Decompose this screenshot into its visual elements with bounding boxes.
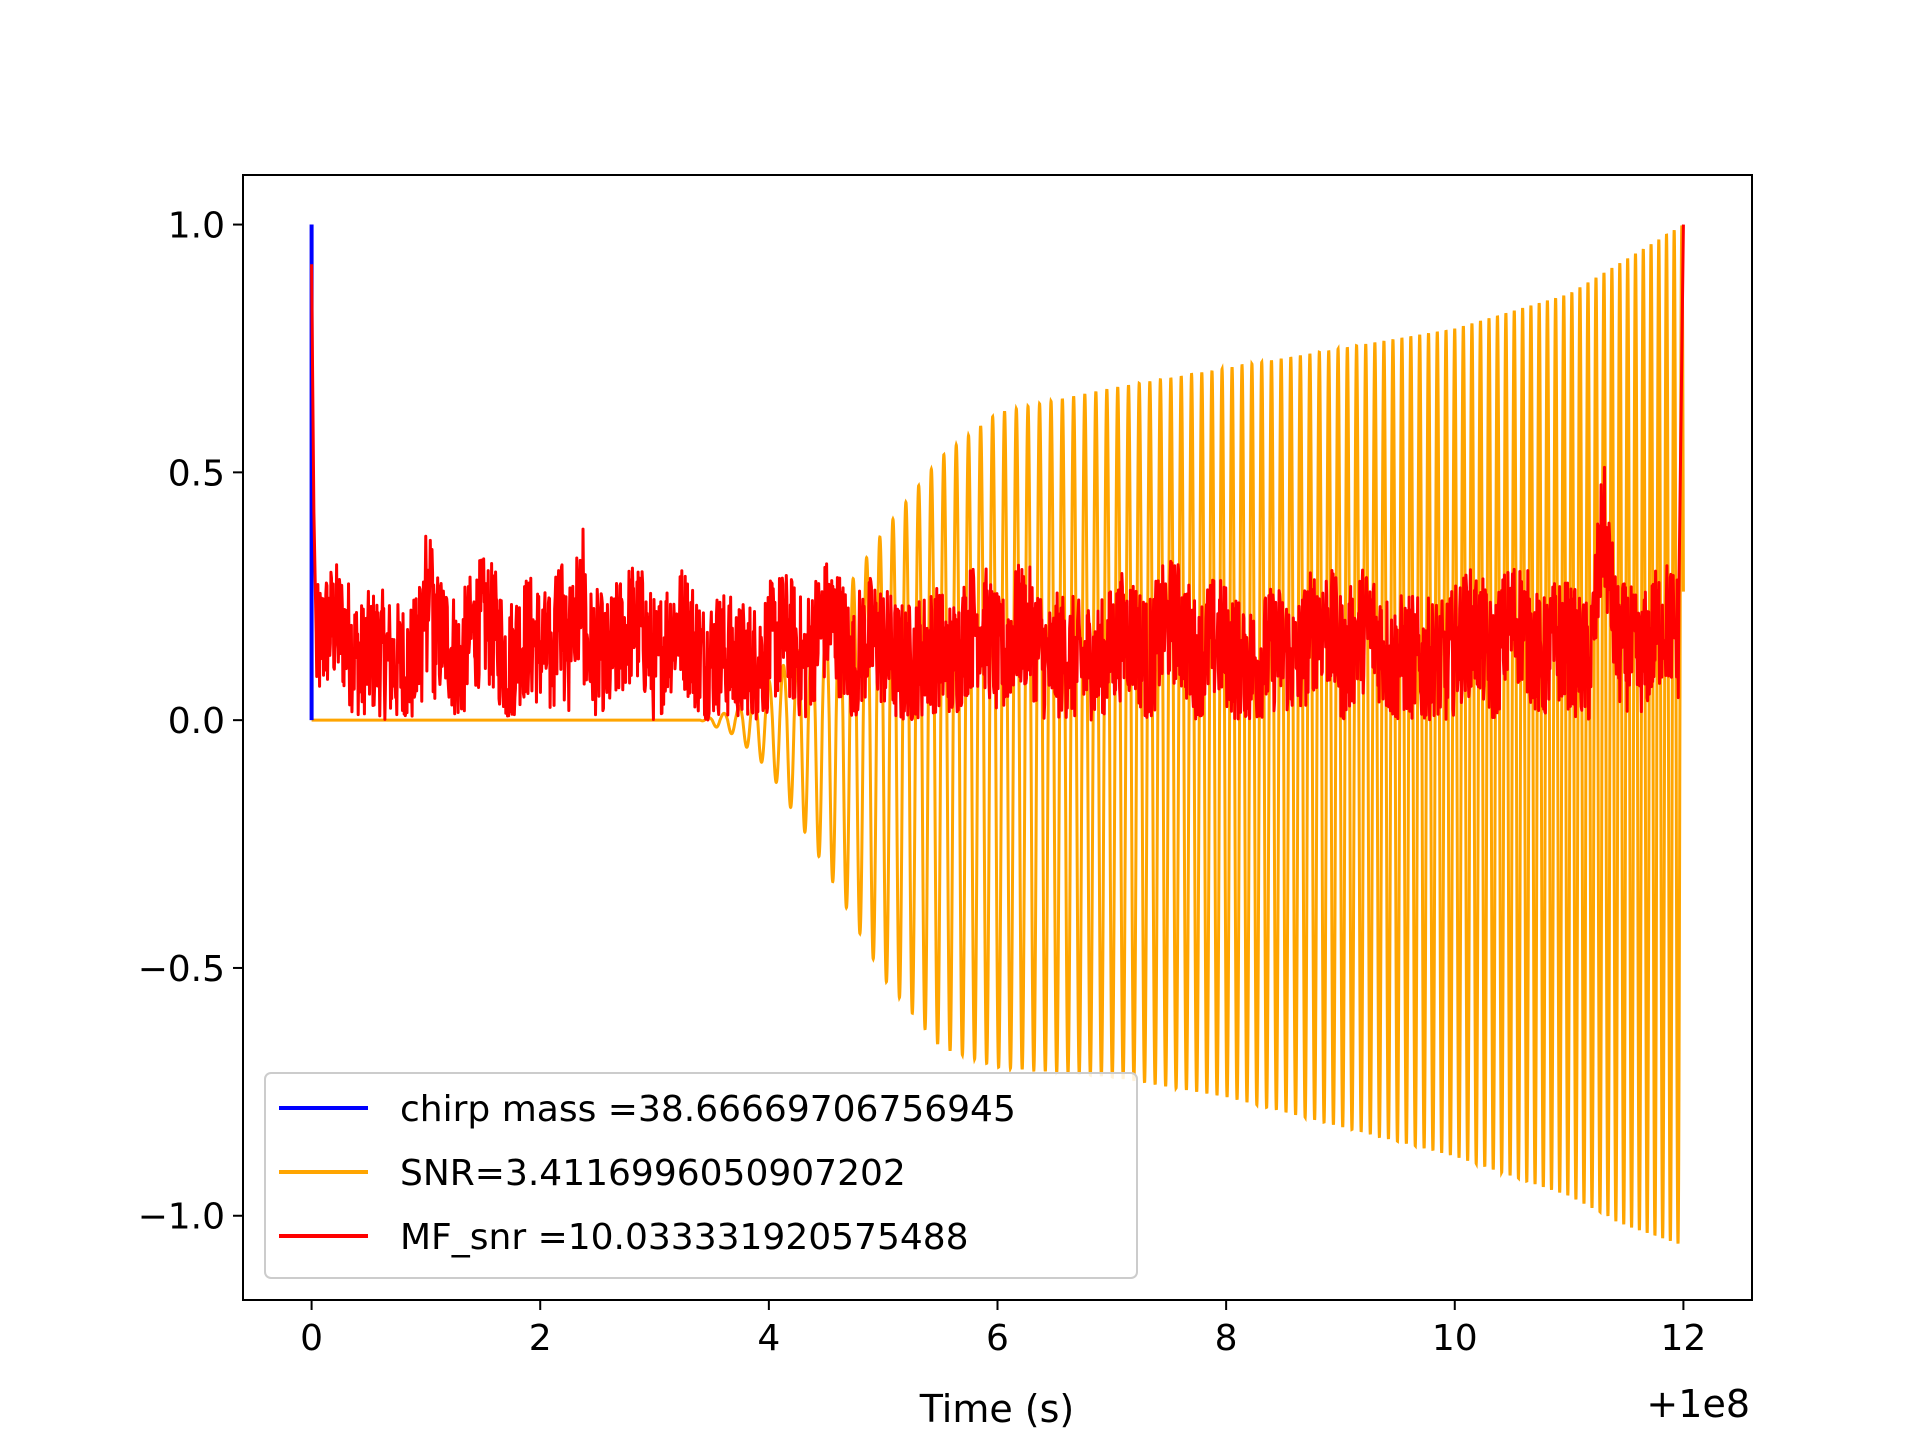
mf-snr-series-line <box>310 224 1685 722</box>
y-tick-label: 0.0 <box>168 701 225 742</box>
y-tick-label: 1.0 <box>168 206 225 247</box>
legend-box <box>264 1072 1138 1279</box>
x-axis-label: Time (s) <box>919 1387 1075 1431</box>
x-tick-label: 12 <box>1661 1318 1707 1359</box>
series-layer <box>309 224 1685 1244</box>
y-tick-label: 0.5 <box>168 453 225 494</box>
y-axis: 1.0 0.5 0.0 −0.5 −1.0 <box>138 206 243 1238</box>
x-tick-label: 6 <box>986 1318 1009 1359</box>
snr-series-line <box>311 225 1685 1244</box>
x-axis: 0 2 4 6 8 10 12 <box>300 1300 1706 1359</box>
y-tick-label: −0.5 <box>138 949 225 990</box>
x-tick-label: 4 <box>757 1318 780 1359</box>
x-tick-label: 0 <box>300 1318 323 1359</box>
x-tick-label: 8 <box>1215 1318 1238 1359</box>
x-tick-label: 10 <box>1432 1318 1478 1359</box>
y-tick-label: −1.0 <box>138 1197 225 1238</box>
x-offset-label: +1e8 <box>1646 1382 1750 1426</box>
legend-label-mf-snr: MF_snr =10.033331920575488 <box>400 1217 969 1258</box>
legend-label-chirp-mass: chirp mass =38.66669706756945 <box>400 1089 1016 1130</box>
legend-label-snr: SNR=3.4116996050907202 <box>400 1153 906 1194</box>
legend: chirp mass =38.66669706756945 SNR=3.4116… <box>264 1072 1138 1279</box>
x-tick-label: 2 <box>529 1318 552 1359</box>
plot-area <box>309 224 1685 1244</box>
